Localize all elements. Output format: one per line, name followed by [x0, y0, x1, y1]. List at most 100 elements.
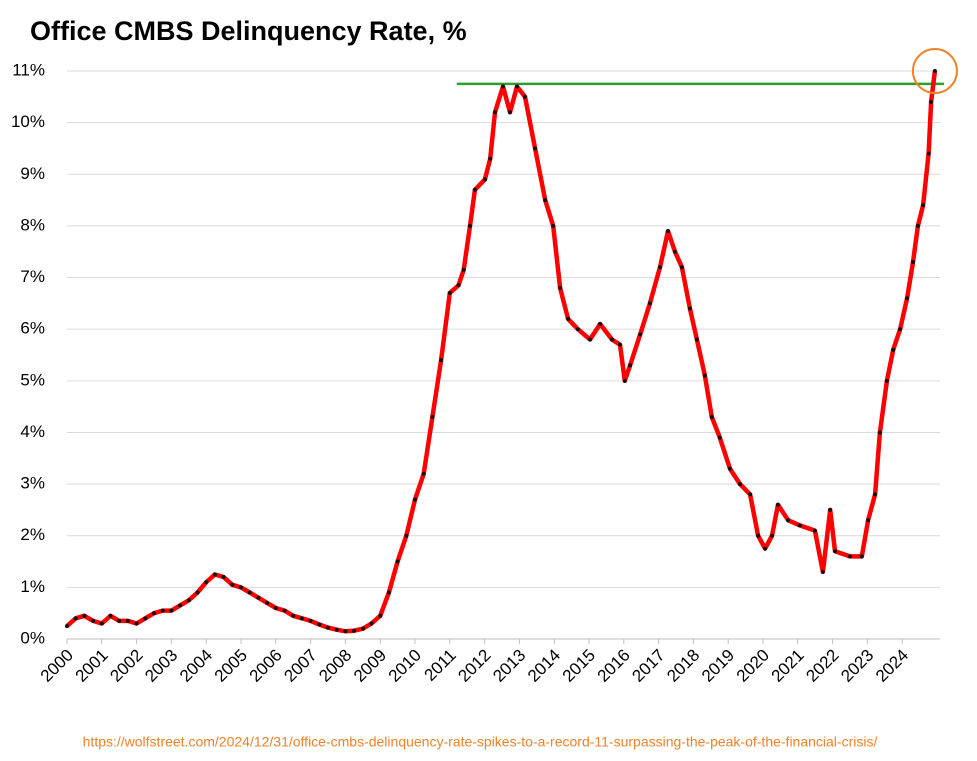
y-tick-label: 0% — [20, 628, 45, 647]
data-point — [125, 618, 130, 623]
data-point — [748, 492, 753, 497]
data-point — [694, 337, 699, 342]
data-point — [456, 283, 461, 288]
data-point — [265, 600, 270, 605]
data-point — [212, 572, 217, 577]
x-tick-label: 2012 — [454, 646, 494, 686]
data-point — [738, 482, 743, 487]
data-point — [99, 621, 104, 626]
data-point — [609, 337, 614, 342]
data-point — [482, 177, 487, 182]
data-point — [797, 523, 802, 528]
data-point — [665, 229, 670, 234]
x-tick-label: 2013 — [489, 646, 529, 686]
data-point — [763, 546, 768, 551]
data-point — [273, 606, 278, 611]
data-point — [848, 554, 852, 559]
data-point — [186, 598, 191, 603]
x-tick-label: 2008 — [315, 646, 355, 686]
data-point — [915, 223, 920, 228]
data-point — [369, 621, 374, 626]
data-point — [282, 608, 287, 613]
data-point — [152, 611, 156, 616]
x-tick-label: 2024 — [872, 646, 912, 686]
data-point — [873, 492, 878, 497]
y-tick-label: 1% — [20, 577, 45, 596]
data-point — [702, 373, 707, 378]
x-tick-label: 2002 — [106, 646, 146, 686]
data-point — [404, 533, 409, 538]
data-point — [472, 187, 477, 192]
data-point — [770, 533, 775, 538]
data-point — [628, 363, 633, 368]
data-point — [221, 575, 226, 580]
x-tick-label: 2005 — [211, 646, 251, 686]
data-point — [204, 580, 209, 585]
data-point — [884, 378, 889, 383]
data-point — [447, 291, 452, 296]
data-point — [82, 613, 87, 618]
data-line — [65, 70, 938, 634]
data-point — [195, 590, 200, 595]
data-point — [421, 471, 426, 476]
data-point — [461, 267, 466, 272]
data-point — [230, 582, 235, 587]
data-point — [877, 430, 882, 435]
data-point — [91, 618, 96, 623]
data-point — [929, 99, 934, 104]
y-tick-label: 11% — [12, 60, 45, 79]
data-point — [178, 603, 183, 608]
y-tick-label: 4% — [20, 422, 45, 441]
data-point — [317, 622, 322, 627]
x-tick-label: 2000 — [37, 646, 77, 686]
data-point — [514, 84, 519, 89]
data-point — [467, 223, 472, 228]
x-tick-label: 2010 — [385, 646, 425, 686]
x-tick-label: 2022 — [802, 646, 842, 686]
data-point — [647, 301, 652, 306]
y-tick-label: 8% — [20, 215, 45, 234]
data-point — [717, 435, 722, 440]
x-tick-label: 2003 — [141, 646, 181, 686]
data-point — [558, 285, 563, 290]
data-point — [386, 590, 391, 595]
y-tick-label: 9% — [20, 164, 45, 183]
data-point — [679, 265, 684, 270]
x-tick-label: 2006 — [246, 646, 286, 686]
data-point — [143, 616, 148, 621]
x-tick-label: 2015 — [559, 646, 599, 686]
data-point — [551, 223, 556, 228]
data-point — [291, 613, 296, 618]
data-point — [828, 507, 833, 512]
data-point — [65, 624, 69, 629]
data-point — [430, 414, 435, 419]
data-point — [308, 618, 313, 623]
data-point — [921, 203, 926, 208]
data-point — [727, 466, 732, 471]
x-tick-label: 2018 — [663, 646, 703, 686]
data-point — [439, 358, 444, 363]
source: https://wolfstreet.com/2024/12/31/office… — [83, 734, 878, 750]
y-tick-label: 10% — [11, 112, 45, 131]
data-point — [588, 337, 593, 342]
x-tick-label: 2011 — [421, 646, 460, 685]
data-point — [833, 549, 838, 554]
data-point — [786, 518, 791, 523]
x-tick-label: 2001 — [72, 646, 112, 686]
data-point — [501, 84, 506, 89]
y-tick-label: 7% — [20, 267, 45, 286]
y-tick-label: 2% — [20, 525, 45, 544]
data-point — [169, 608, 174, 613]
data-point — [378, 613, 383, 618]
data-point — [775, 502, 780, 507]
data-point — [866, 518, 871, 523]
data-point — [622, 378, 627, 383]
data-point — [812, 528, 817, 533]
data-point — [598, 322, 603, 327]
data-point — [488, 156, 493, 161]
data-point — [395, 559, 400, 564]
data-point — [638, 332, 643, 337]
data-point — [543, 198, 548, 203]
data-point — [672, 249, 677, 254]
